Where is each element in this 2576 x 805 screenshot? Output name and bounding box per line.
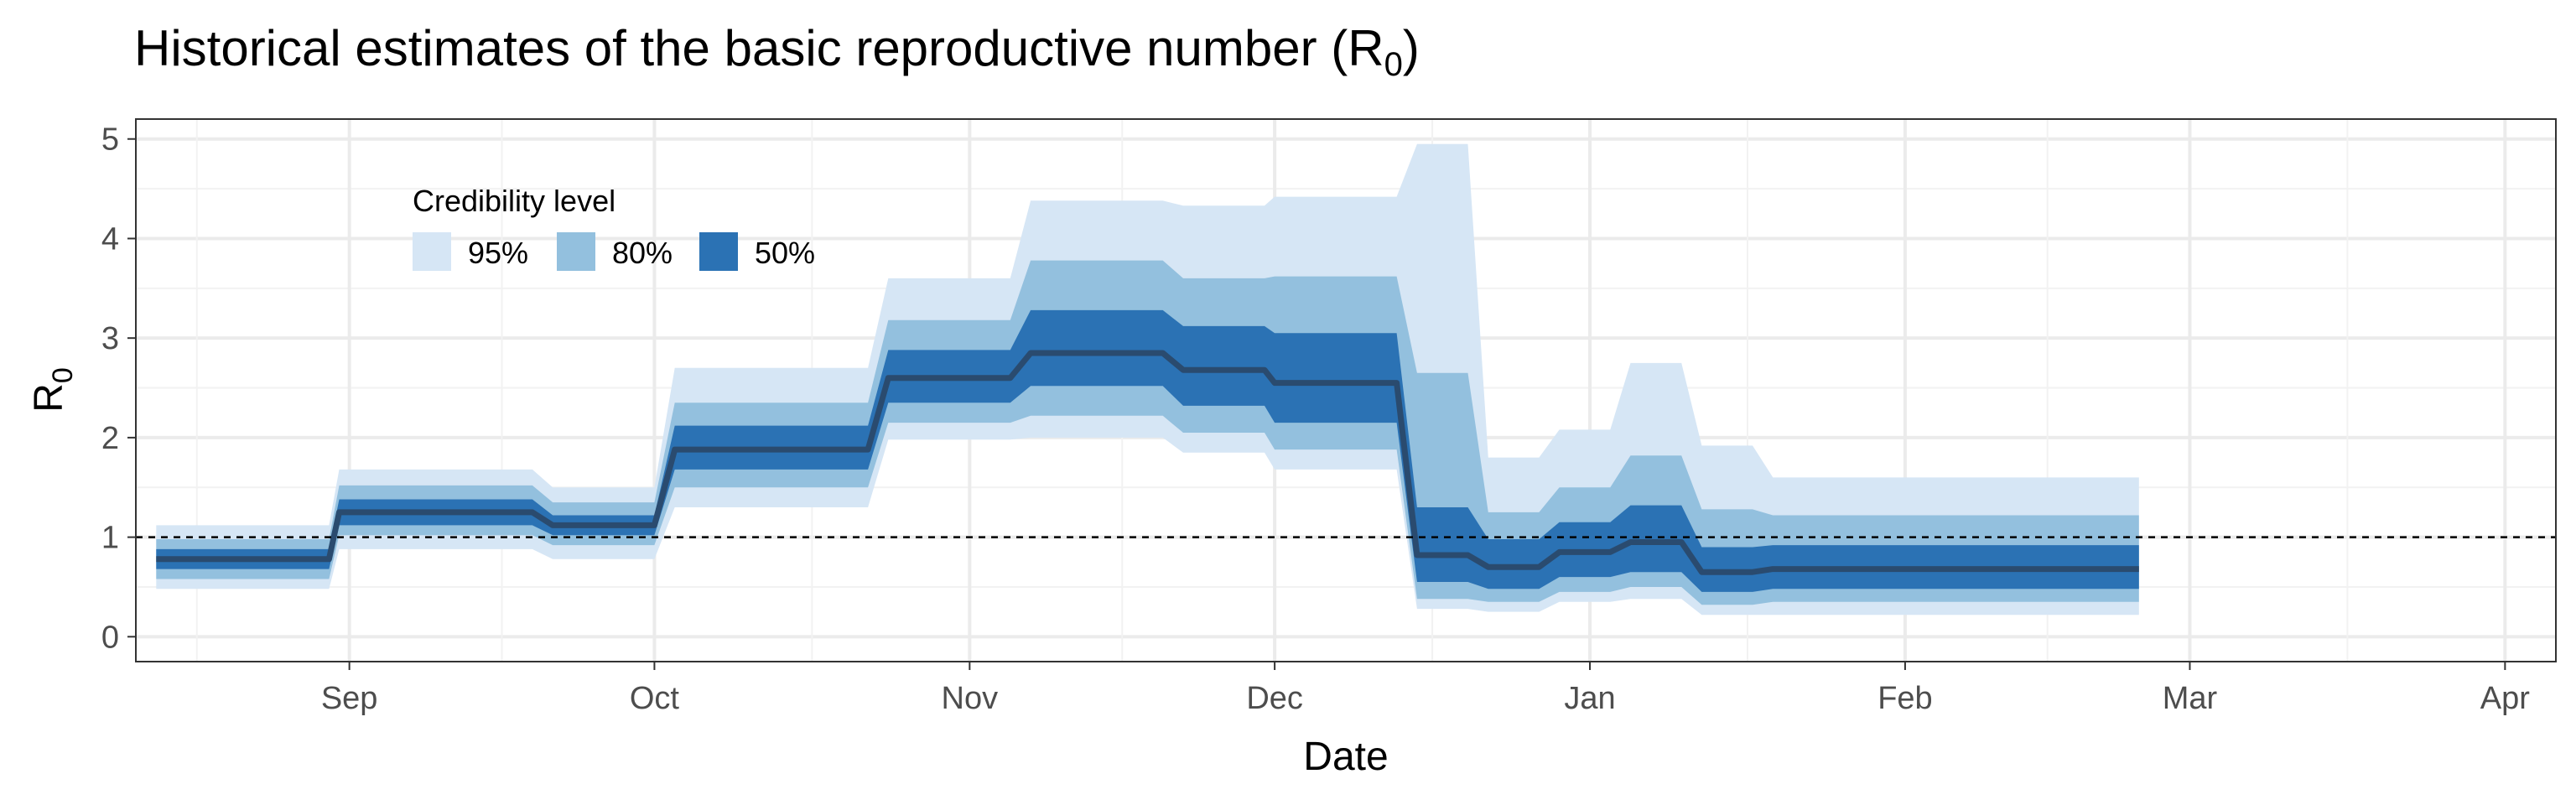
- legend-label: 80%: [612, 236, 673, 270]
- chart-title: Historical estimates of the basic reprod…: [134, 20, 1420, 83]
- legend-swatch: [557, 232, 595, 271]
- x-tick-label: Oct: [630, 681, 680, 716]
- x-axis: Sep Oct Nov Dec Jan Feb Mar Apr: [321, 662, 2530, 716]
- y-tick-label: 3: [101, 321, 119, 356]
- median-line: [156, 350, 2139, 575]
- y-tick-label: 5: [101, 122, 119, 158]
- band-50: [156, 309, 2139, 592]
- x-tick-label: Jan: [1564, 681, 1615, 716]
- x-tick-label: Mar: [2163, 681, 2218, 716]
- y-axis-title: R0: [27, 367, 79, 413]
- x-axis-title: Date: [1303, 735, 1388, 779]
- x-tick-label: Nov: [942, 681, 999, 716]
- legend-label: 95%: [468, 236, 528, 270]
- plot-border: [135, 118, 2557, 662]
- y-tick-label: 4: [101, 221, 119, 257]
- legend-swatch: [413, 232, 451, 271]
- legend-label: 50%: [755, 236, 815, 270]
- legend: Credibility level 95% 80% 50%: [413, 184, 815, 271]
- y-tick-label: 2: [101, 421, 119, 456]
- x-tick-label: Dec: [1246, 681, 1303, 716]
- y-axis: 0 1 2 3 4 5: [101, 122, 136, 655]
- x-tick-label: Sep: [321, 681, 378, 716]
- legend-swatch: [699, 232, 738, 271]
- x-tick-label: Feb: [1877, 681, 1932, 716]
- y-tick-label: 0: [101, 620, 119, 655]
- legend-title: Credibility level: [413, 184, 615, 218]
- median-path: [156, 350, 2139, 575]
- y-tick-label: 1: [101, 521, 119, 556]
- band-50-area: [156, 309, 2139, 592]
- x-tick-label: Apr: [2480, 681, 2530, 716]
